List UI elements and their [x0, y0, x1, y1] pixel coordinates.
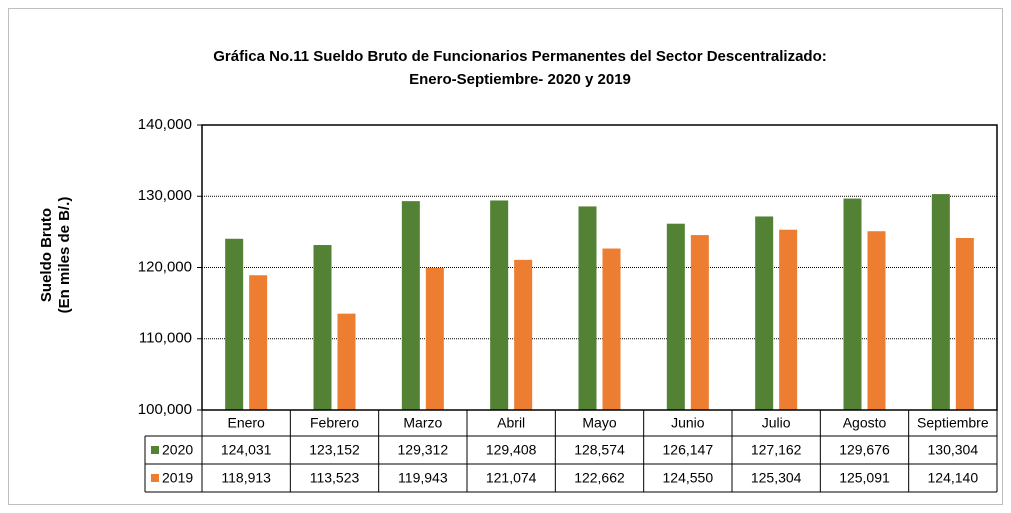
chart-title: Enero-Septiembre- 2020 y 2019	[409, 71, 631, 88]
legend-label: 2020	[162, 442, 193, 458]
y-axis-label-line: (En miles de B/.)	[56, 197, 73, 314]
chart-title: Gráfica No.11 Sueldo Bruto de Funcionari…	[213, 48, 827, 65]
x-tick-label: Mayo	[582, 415, 616, 431]
table-value: 122,662	[574, 470, 625, 486]
bar	[578, 206, 597, 410]
table-value: 124,140	[928, 470, 979, 486]
bar	[490, 200, 509, 410]
bar	[690, 235, 709, 410]
bar	[514, 259, 533, 410]
bar	[602, 248, 621, 410]
y-axis-label-line: Sueldo Bruto	[38, 208, 55, 302]
x-tick-label: Agosto	[843, 415, 887, 431]
bar	[313, 245, 332, 410]
bar	[401, 201, 420, 410]
table-value: 129,408	[486, 442, 537, 458]
table-value: 121,074	[486, 470, 537, 486]
table-value: 119,943	[398, 470, 448, 486]
y-tick-label: 120,000	[138, 258, 192, 275]
x-tick-label: Enero	[227, 415, 265, 431]
bar	[931, 194, 950, 410]
bar	[249, 275, 268, 410]
y-tick-label: 110,000	[139, 330, 192, 347]
table-value: 128,574	[574, 442, 625, 458]
table-value: 126,147	[663, 442, 714, 458]
x-tick-label: Septiembre	[917, 415, 989, 431]
bar	[867, 231, 886, 410]
bar	[337, 313, 356, 410]
table-value: 123,152	[309, 442, 360, 458]
y-tick-label: 100,000	[138, 401, 192, 418]
bar	[425, 267, 444, 410]
table-value: 127,162	[751, 442, 802, 458]
table-value: 118,913	[221, 470, 271, 486]
table-value: 130,304	[928, 442, 979, 458]
table-value: 129,312	[398, 442, 449, 458]
legend-label: 2019	[162, 470, 193, 486]
table-value: 124,550	[663, 470, 714, 486]
x-tick-label: Junio	[671, 415, 705, 431]
bar	[779, 229, 798, 410]
bar	[225, 238, 244, 410]
bar	[955, 238, 974, 410]
x-tick-label: Febrero	[310, 415, 359, 431]
legend-key	[151, 446, 159, 454]
table-value: 129,676	[839, 442, 890, 458]
x-tick-label: Julio	[762, 415, 791, 431]
y-tick-label: 130,000	[138, 187, 192, 204]
table-value: 125,304	[751, 470, 802, 486]
x-tick-label: Marzo	[403, 415, 442, 431]
table-value: 113,523	[310, 470, 360, 486]
table-value: 124,031	[221, 442, 272, 458]
bar	[843, 198, 862, 410]
y-axis-label: Sueldo Bruto (En miles de B/.)	[38, 197, 73, 314]
table-value: 125,091	[839, 470, 890, 486]
legend-key	[151, 474, 159, 482]
bar	[755, 216, 774, 410]
x-tick-label: Abril	[497, 415, 525, 431]
y-tick-label: 140,000	[138, 116, 192, 133]
bar	[666, 223, 685, 410]
